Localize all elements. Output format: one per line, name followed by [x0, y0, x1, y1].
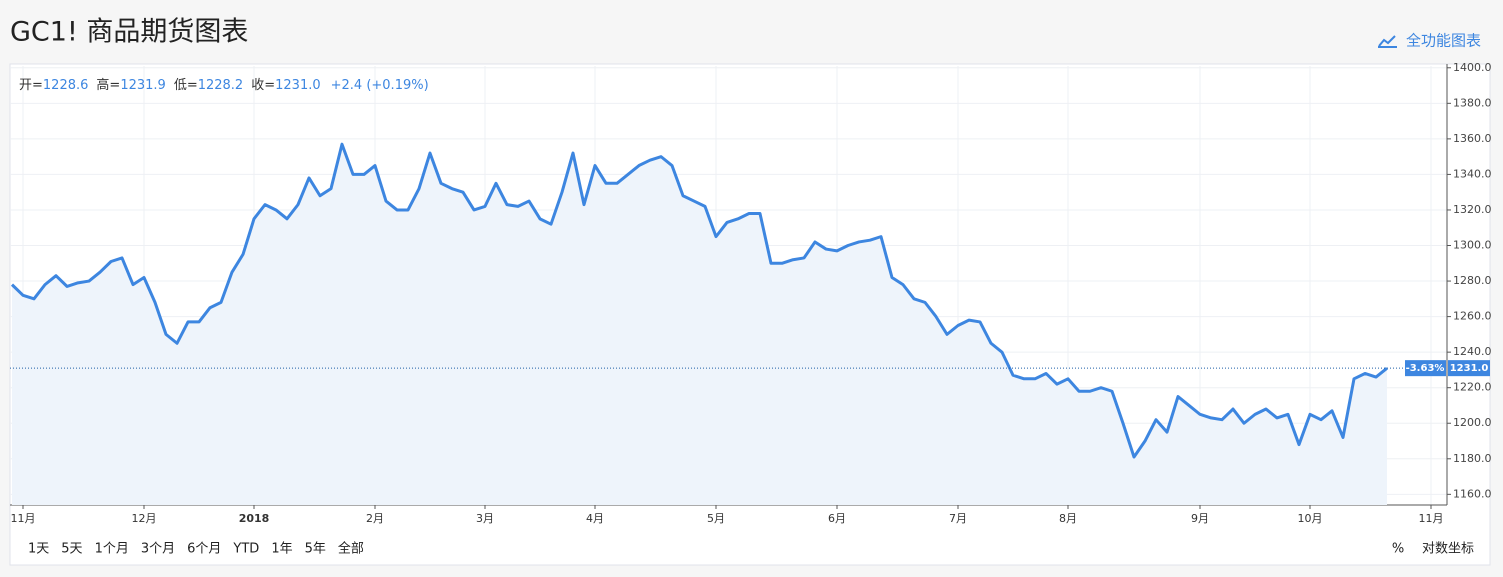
y-tick-label: 1360.0 — [1453, 132, 1492, 145]
ohlc-value: 1231.0 — [275, 78, 321, 93]
full-chart-link[interactable]: 全功能图表 — [1378, 32, 1481, 50]
x-tick-label: 5月 — [707, 512, 725, 525]
x-tick-label: 2月 — [366, 512, 384, 525]
y-tick-label: 1400.0 — [1453, 61, 1492, 74]
x-tick-label: 3月 — [476, 512, 494, 525]
y-tick-label: 1300.0 — [1453, 239, 1492, 252]
page-title: GC1! 商品期货图表 — [10, 17, 248, 48]
x-tick-label: 6月 — [828, 512, 846, 525]
range-button[interactable]: 5年 — [305, 542, 326, 557]
y-tick-label: 1160.0 — [1453, 487, 1492, 500]
price-line — [10, 142, 1388, 459]
y-tick-label: 1220.0 — [1453, 381, 1492, 394]
percent-toggle[interactable]: % — [1392, 542, 1404, 557]
link-text[interactable]: 全功能图表 — [1406, 32, 1481, 50]
x-tick-label: 4月 — [586, 512, 604, 525]
y-tick-label: 1280.0 — [1453, 274, 1492, 287]
y-tick-label: 1320.0 — [1453, 203, 1492, 216]
range-button[interactable]: 全部 — [338, 541, 364, 557]
y-tick-label: 1200.0 — [1453, 416, 1492, 429]
ohlc-change: +2.4 (+0.19%) — [331, 78, 429, 93]
range-button[interactable]: 3个月 — [141, 542, 175, 557]
chart-icon — [1378, 35, 1397, 48]
x-tick-label: 12月 — [132, 512, 157, 525]
x-tick-label: 9月 — [1191, 512, 1209, 525]
y-tick-label: 1240.0 — [1453, 345, 1492, 358]
ohlc-key: 收= — [251, 78, 275, 93]
x-tick-label: 10月 — [1298, 512, 1323, 525]
change-label: -3.63% — [1406, 363, 1445, 374]
range-button[interactable]: YTD — [232, 542, 259, 557]
range-button[interactable]: 1天 — [28, 542, 49, 557]
area — [12, 144, 1387, 505]
range-button[interactable]: 6个月 — [187, 542, 221, 557]
range-button[interactable]: 1个月 — [95, 542, 129, 557]
ohlc-value: 1228.2 — [198, 78, 244, 93]
y-tick-label: 1340.0 — [1453, 167, 1492, 180]
x-tick-label: 11月 — [11, 512, 36, 525]
x-tick-label: 11月 — [1419, 512, 1444, 525]
ohlc-key: 低= — [174, 78, 198, 93]
change-badge — [1405, 360, 1446, 377]
ohlc-value: 1228.6 — [43, 78, 89, 93]
log-toggle[interactable]: 对数坐标 — [1422, 542, 1474, 557]
ohlc-legend: 开=1228.6 高=1231.9 低=1228.2 收=1231.0 +2.4 (+0… — [19, 77, 429, 93]
y-tick-label: 1380.0 — [1453, 96, 1492, 109]
price-label: 1231.0 — [1450, 363, 1489, 374]
ohlc-key: 开= — [19, 78, 43, 93]
x-tick-label: 7月 — [949, 512, 967, 525]
x-tick-label: 2018 — [239, 512, 270, 525]
ohlc-key: 高= — [96, 77, 120, 93]
range-button[interactable]: 5天 — [61, 542, 82, 557]
y-tick-label: 1260.0 — [1453, 310, 1492, 323]
ohlc-value: 1231.9 — [120, 78, 166, 93]
range-button[interactable]: 1年 — [271, 542, 292, 557]
x-tick-label: 8月 — [1059, 512, 1077, 525]
y-tick-label: 1180.0 — [1453, 452, 1492, 465]
price-badge — [1448, 360, 1490, 377]
